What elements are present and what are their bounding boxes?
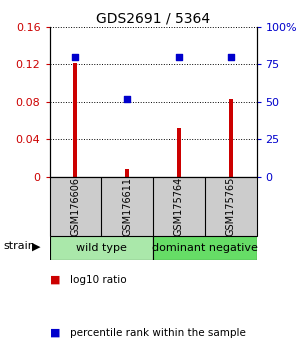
Title: GDS2691 / 5364: GDS2691 / 5364: [96, 11, 210, 25]
Bar: [229, 99, 233, 177]
Text: GSM176611: GSM176611: [122, 177, 132, 236]
Bar: [177, 128, 181, 177]
Bar: [101, 177, 153, 236]
Bar: [153, 236, 256, 260]
Text: dominant negative: dominant negative: [152, 243, 258, 253]
Text: ■: ■: [50, 275, 60, 285]
Text: wild type: wild type: [76, 243, 127, 253]
Text: GSM175764: GSM175764: [174, 177, 184, 236]
Bar: [50, 177, 101, 236]
Text: log10 ratio: log10 ratio: [70, 275, 127, 285]
Bar: [205, 177, 256, 236]
Text: ■: ■: [50, 328, 60, 338]
Bar: [125, 170, 129, 177]
Text: GSM175765: GSM175765: [226, 177, 236, 236]
Point: [228, 54, 233, 59]
Text: percentile rank within the sample: percentile rank within the sample: [70, 328, 246, 338]
Text: strain: strain: [3, 241, 35, 251]
Text: GSM176606: GSM176606: [70, 177, 80, 236]
Point: [73, 54, 78, 59]
Point: [176, 54, 181, 59]
Text: ▶: ▶: [32, 241, 40, 251]
Bar: [50, 236, 153, 260]
Bar: [73, 63, 77, 177]
Point: [125, 96, 130, 102]
Bar: [153, 177, 205, 236]
